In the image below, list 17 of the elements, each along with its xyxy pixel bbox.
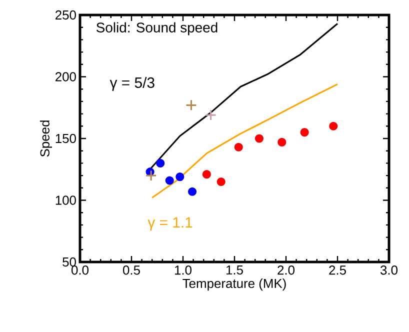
x-tick-label: 1.5 [226,266,243,275]
x-tick-label: 0.0 [72,266,89,275]
y-tick-label: 100 [56,196,76,205]
y-axis-title: Speed [40,120,52,157]
x-axis-title: Temperature (MK) [182,278,286,291]
annotation: Solid: Sound speed [96,22,218,36]
x-tick-label: 2.5 [329,266,346,275]
x-tick-label: 2.0 [278,266,295,275]
y-tick-label: 50 [62,257,76,267]
x-tick-label: 3.0 [380,266,398,275]
legend-label: γ = 5/3 [110,76,154,91]
y-tick-label: 250 [56,10,76,20]
y-tick-label: 150 [56,134,76,144]
x-tick-label: 1.0 [174,266,192,275]
series-label: γ = 1.1 [148,217,192,231]
y-tick-label: 200 [56,72,76,82]
x-tick-label: 0.5 [123,266,140,275]
